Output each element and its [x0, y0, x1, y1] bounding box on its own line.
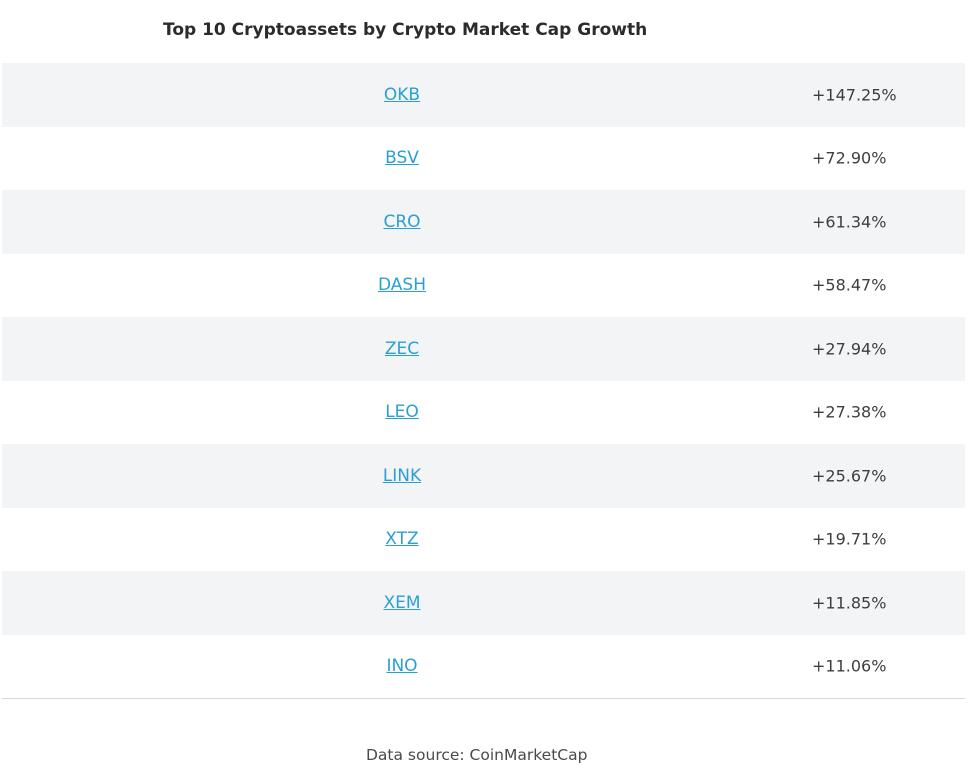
ticker-link[interactable]: LINK — [382, 465, 422, 486]
ticker-link[interactable]: OKB — [383, 84, 421, 105]
growth-value: +19.71% — [812, 529, 887, 549]
growth-value: +147.25% — [812, 85, 897, 105]
growth-value: +72.90% — [812, 148, 887, 168]
ticker-link[interactable]: XTZ — [385, 529, 419, 550]
ticker-link[interactable]: CRO — [383, 211, 421, 232]
growth-value: +11.85% — [812, 593, 887, 613]
growth-value: +61.34% — [812, 212, 887, 232]
table-row: OKB +147.25% — [2, 63, 965, 127]
growth-value: +27.38% — [812, 402, 887, 422]
ticker-link[interactable]: LEO — [385, 402, 419, 423]
table-row: LINK +25.67% — [2, 444, 965, 508]
growth-value: +11.06% — [812, 656, 887, 676]
table-row: CRO +61.34% — [2, 190, 965, 254]
data-source-note: Data source: CoinMarketCap — [366, 746, 588, 764]
table-row: BSV +72.90% — [2, 126, 965, 190]
table-row: ZEC +27.94% — [2, 317, 965, 381]
table-row: XTZ +19.71% — [2, 507, 965, 571]
ticker-link[interactable]: ZEC — [384, 338, 420, 359]
table-title: Top 10 Cryptoassets by Crypto Market Cap… — [163, 20, 648, 40]
growth-value: +58.47% — [812, 275, 887, 295]
growth-table: OKB +147.25% BSV +72.90% CRO +61.34% DAS… — [2, 63, 965, 699]
ticker-link[interactable]: BSV — [385, 148, 419, 169]
table-row: INO +11.06% — [2, 634, 965, 698]
ticker-link[interactable]: XEM — [383, 592, 421, 613]
table-row: XEM +11.85% — [2, 571, 965, 635]
growth-value: +27.94% — [812, 339, 887, 359]
ticker-link[interactable]: DASH — [378, 275, 426, 296]
table-row: DASH +58.47% — [2, 253, 965, 317]
growth-value: +25.67% — [812, 466, 887, 486]
ticker-link[interactable]: INO — [386, 656, 418, 677]
table-row: LEO +27.38% — [2, 380, 965, 444]
